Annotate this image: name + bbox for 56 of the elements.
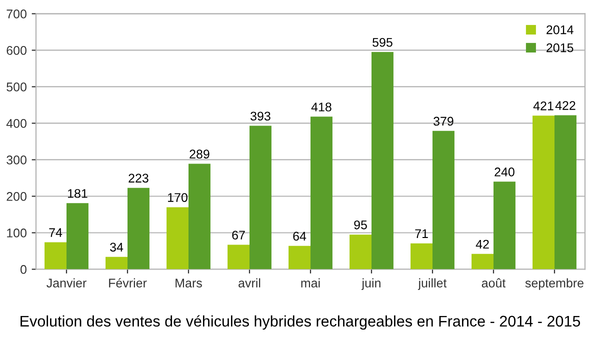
text: Evolution des ventes de véhicules hybrides rechargeables en France - 2014 - 2015: [20, 315, 580, 330]
bar: [494, 182, 516, 270]
bar: [372, 52, 394, 270]
x-tick-label: avril: [238, 278, 260, 288]
data-label: 181: [68, 189, 88, 198]
bar: [288, 246, 310, 270]
bar: [250, 126, 272, 270]
data-label: 418: [311, 102, 332, 112]
y-tick-label: 500: [6, 82, 26, 92]
x-tick-label: mai: [301, 278, 320, 288]
bar: [228, 244, 250, 270]
data-label: 42: [476, 240, 489, 249]
data-label: 421: [533, 101, 554, 110]
bar: [166, 207, 188, 270]
y-tick-label: 600: [6, 46, 26, 55]
x-tick-label: Mars: [176, 278, 202, 288]
x-tick-label: Février: [109, 278, 147, 288]
data-label: 34: [110, 242, 124, 252]
bar: [350, 234, 372, 270]
data-label: 595: [372, 38, 392, 47]
bar: [532, 116, 554, 270]
x-tick-label: Janvier: [46, 278, 86, 288]
data-label: 223: [128, 174, 148, 183]
data-label: 71: [415, 229, 428, 238]
data-label: 95: [354, 220, 367, 230]
data-label: 74: [49, 228, 62, 237]
data-label: 64: [293, 232, 306, 241]
data-label: 379: [434, 116, 454, 126]
data-label: 393: [250, 112, 270, 121]
bar: [188, 164, 210, 270]
y-tick-label: 700: [6, 10, 26, 18]
bar: [128, 188, 150, 270]
x-tick-label: septembre: [525, 278, 584, 290]
bar: [66, 203, 88, 270]
data-label: 240: [494, 168, 514, 176]
x-tick-label: juillet: [418, 278, 447, 290]
y-tick-label: 100: [7, 228, 26, 238]
legend-label: 2015: [546, 43, 574, 52]
y-tick-label: 200: [6, 192, 26, 201]
x-tick-label: juin: [361, 278, 380, 290]
bar: [472, 254, 494, 270]
y-tick-label: 400: [6, 119, 26, 128]
bar: [554, 115, 576, 270]
x-tick-label: août: [482, 278, 506, 288]
legend-label: 2014: [546, 25, 574, 34]
bar: [44, 242, 66, 270]
bar: [310, 116, 332, 270]
y-tick-label: 0: [20, 265, 26, 274]
data-label: 422: [555, 101, 576, 110]
bar: [106, 256, 128, 270]
bar: [432, 130, 454, 270]
data-label: 289: [190, 150, 210, 159]
data-label: 67: [232, 230, 245, 240]
y-tick-label: 300: [6, 156, 26, 164]
data-label: 170: [168, 193, 188, 202]
bar: [410, 243, 432, 270]
